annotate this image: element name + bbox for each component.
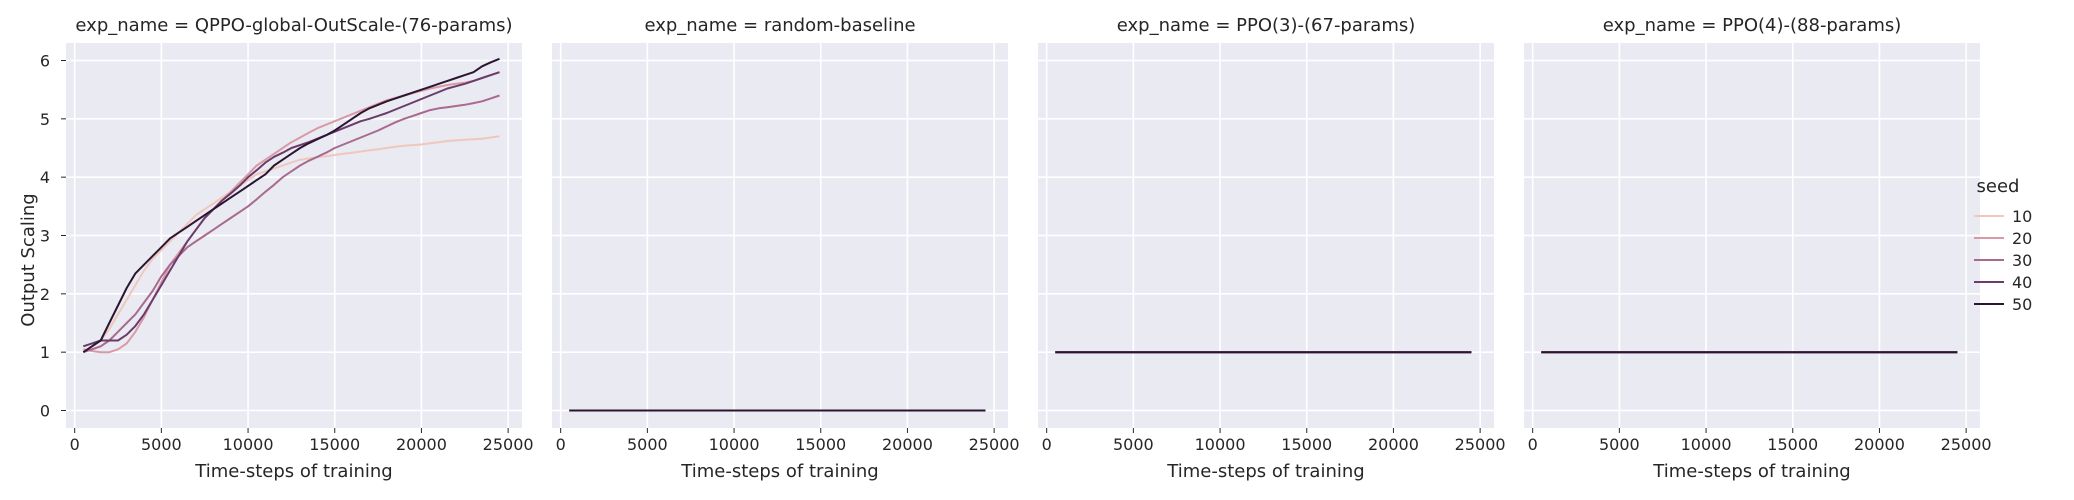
x-tick-label: 25000 (1941, 435, 1992, 454)
x-tick-label: 10000 (1681, 435, 1732, 454)
x-tick-label: 15000 (309, 435, 360, 454)
x-tick-label: 10000 (223, 435, 274, 454)
legend: seed 10 20 30 40 50 (1974, 176, 2032, 314)
panel-title: exp_name = PPO(3)-(67-params) (1117, 15, 1416, 36)
x-tick-label: 10000 (709, 435, 760, 454)
y-tick-label: 5 (40, 110, 50, 129)
panel-title: exp_name = QPPO-global-OutScale-(76-para… (75, 15, 512, 36)
series-line-seed-50 (82, 57, 500, 354)
x-tick-label: 0 (556, 435, 566, 454)
y-axis-label: Output Scaling (18, 193, 39, 326)
y-tick-label: 3 (40, 227, 50, 246)
y-tick-label: 1 (40, 343, 50, 362)
x-tick-label: 0 (1042, 435, 1052, 454)
legend-label: 30 (2012, 251, 2032, 270)
panel-3: 0 5000 10000 15000 20000 25000 Time-steps of t… (1038, 15, 1506, 482)
legend-label: 50 (2012, 295, 2032, 314)
y-tick-label: 0 (40, 402, 50, 421)
y-tick-label: 2 (40, 285, 50, 304)
panel-title: exp_name = random-baseline (644, 15, 915, 36)
x-tick-label: 0 (1528, 435, 1538, 454)
panels: 0 5000 10000 15000 20000 25000 0 1 2 3 4 5 6 Time-ste… (40, 15, 1992, 482)
legend-label: 20 (2012, 229, 2032, 248)
x-tick-label: 0 (70, 435, 80, 454)
x-tick-label: 5000 (1599, 435, 1640, 454)
x-tick-label: 10000 (1195, 435, 1246, 454)
x-tick-label: 20000 (882, 435, 933, 454)
series-line-seed-10 (82, 135, 500, 354)
series-line-seed-30 (82, 94, 500, 354)
legend-label: 10 (2012, 207, 2032, 226)
x-tick-label: 15000 (795, 435, 846, 454)
y-tick-label: 4 (40, 168, 50, 187)
x-axis-label: Time-steps of training (1166, 461, 1364, 482)
x-tick-label: 5000 (1113, 435, 1154, 454)
x-tick-label: 20000 (1854, 435, 1905, 454)
y-tick-label: 6 (40, 52, 50, 71)
x-tick-label: 25000 (483, 435, 534, 454)
x-tick-label: 5000 (141, 435, 182, 454)
x-tick-label: 20000 (1368, 435, 1419, 454)
x-axis-label: Time-steps of training (1652, 461, 1850, 482)
legend-title: seed (1977, 176, 2020, 197)
x-tick-label: 25000 (1455, 435, 1506, 454)
panel-4: 0 5000 10000 15000 20000 25000 Time-steps of t… (1524, 15, 1992, 482)
x-tick-label: 5000 (627, 435, 668, 454)
x-tick-label: 20000 (396, 435, 447, 454)
legend-label: 40 (2012, 273, 2032, 292)
panel-2: 0 5000 10000 15000 20000 25000 Time-steps of t… (552, 15, 1020, 482)
panel-1: 0 5000 10000 15000 20000 25000 0 1 2 3 4 5 6 Time-ste… (40, 15, 534, 482)
x-axis-label: Time-steps of training (680, 461, 878, 482)
series-line-seed-40 (82, 71, 500, 348)
panel-title: exp_name = PPO(4)-(88-params) (1603, 15, 1902, 36)
x-tick-label: 15000 (1767, 435, 1818, 454)
x-axis-label: Time-steps of training (194, 461, 392, 482)
x-tick-label: 15000 (1281, 435, 1332, 454)
x-tick-label: 25000 (969, 435, 1020, 454)
